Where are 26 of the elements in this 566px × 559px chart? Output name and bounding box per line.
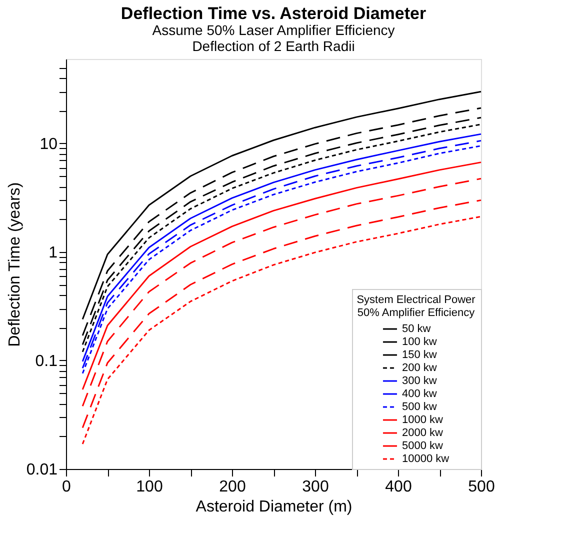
x-tick-label: 300 — [302, 478, 329, 496]
legend-label: 100 kw — [402, 336, 437, 348]
legend-title: System Electrical Power 50% Amplifier Efficiency — [356, 294, 476, 319]
legend-label: 1000 kw — [402, 414, 444, 426]
x-tick-label: 0 — [62, 478, 72, 496]
y-tick-label: 10 — [40, 136, 58, 153]
y-tick-label: 0.1 — [35, 352, 58, 370]
chart-title: Deflection Time vs. Asteroid Diameter — [120, 4, 426, 23]
legend-label: 300 kw — [402, 375, 437, 387]
x-tick-label: 400 — [385, 478, 412, 496]
legend-label: 200 kw — [402, 362, 437, 374]
legend-label: 5000 kw — [402, 440, 444, 452]
legend-label: 10000 kw — [402, 453, 450, 465]
x-axis-title: Asteroid Diameter (m) — [196, 498, 352, 516]
x-tick-label: 100 — [136, 478, 163, 496]
legend-label: 50 kw — [402, 323, 431, 335]
y-tick-label: 0.01 — [26, 462, 58, 478]
y-tick-label: 1 — [48, 244, 58, 262]
y-axis-title: Deflection Time (years) — [6, 182, 24, 347]
legend-label: 400 kw — [402, 388, 437, 400]
chart-subtitle: Assume 50% Laser Amplifier Efficiency Deflection of 2 Earth Radii — [152, 22, 395, 54]
legend-label: 500 kw — [402, 401, 437, 413]
x-tick-label: 200 — [219, 478, 246, 496]
x-tick-label: 500 — [468, 478, 495, 496]
legend-label: 150 kw — [402, 349, 437, 361]
legend-label: 2000 kw — [402, 427, 444, 439]
